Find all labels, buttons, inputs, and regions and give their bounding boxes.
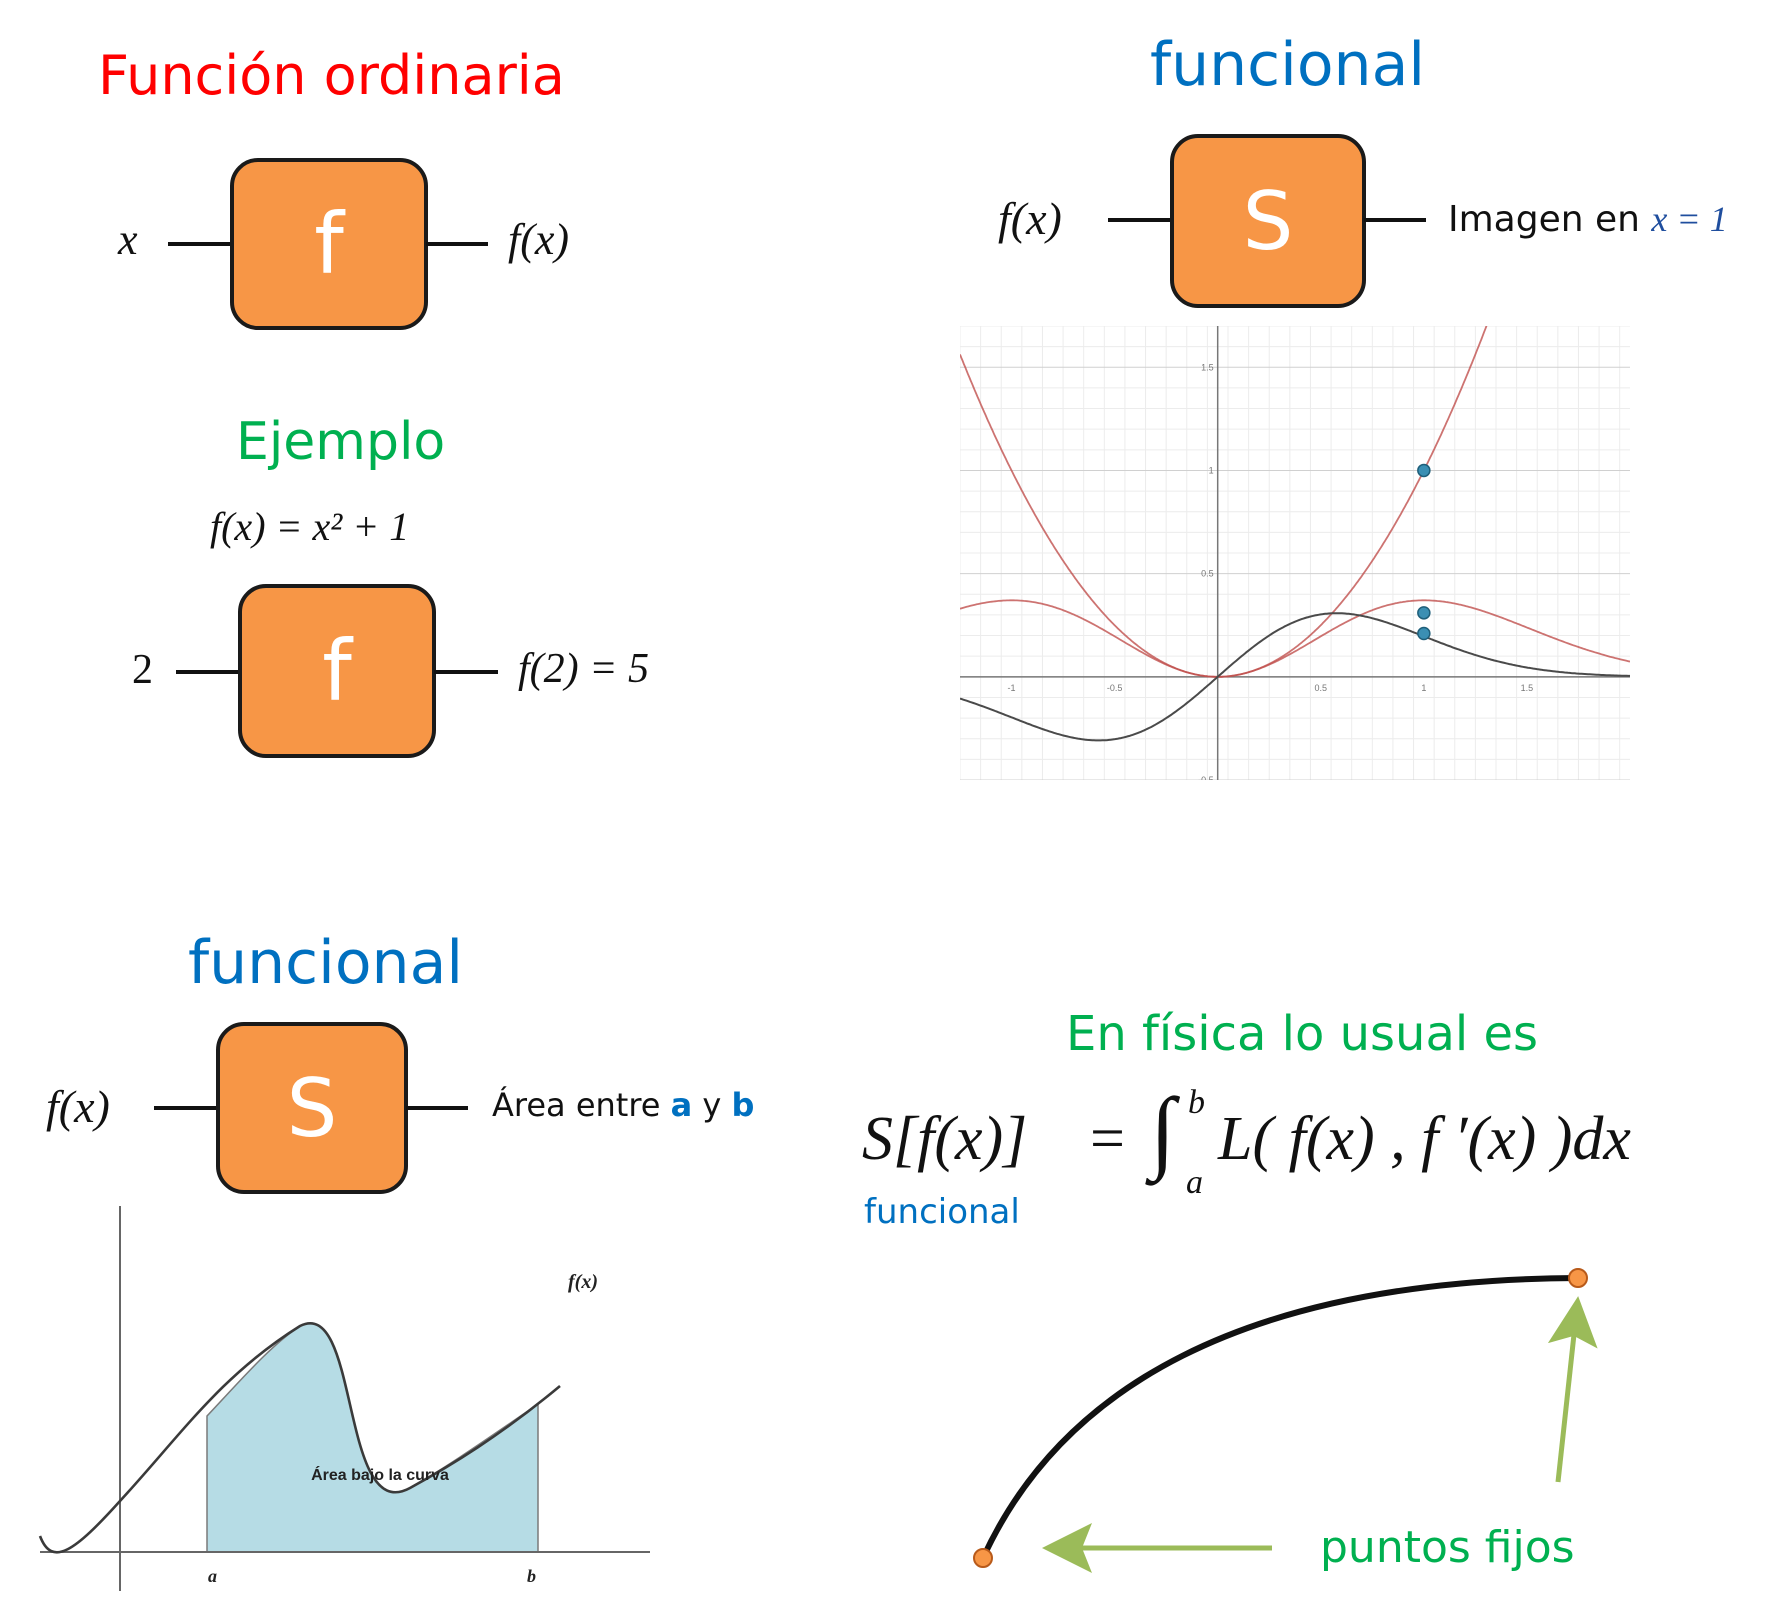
y-tick-label: 1 xyxy=(1209,465,1214,475)
example-input-label: 2 xyxy=(132,647,153,693)
example-formula: f(x) = x² + 1 xyxy=(210,504,410,549)
image-point xyxy=(1417,606,1431,620)
functional-output-wire xyxy=(1364,218,1426,222)
physics-title: En física lo usual es xyxy=(1066,1006,1539,1062)
functional-output-label: Imagen en x = 1 xyxy=(1448,198,1728,240)
integrand: L( f(x) , f ′(x) )dx xyxy=(1218,1105,1631,1173)
output-fx-label: f(x) xyxy=(508,215,570,264)
area-b-label: b xyxy=(731,1086,755,1124)
example-output-wire xyxy=(434,670,498,674)
graph-points xyxy=(1417,463,1431,641)
functional-title-bottom: funcional xyxy=(188,928,464,998)
functional-output-math: x = 1 xyxy=(1651,199,1728,239)
fixed-point-end xyxy=(1568,1268,1588,1288)
functional-input-label: f(x) xyxy=(998,193,1062,244)
x-tick-label: 1.5 xyxy=(1521,683,1534,693)
area-a-label: a xyxy=(670,1086,693,1124)
output-wire xyxy=(426,242,488,246)
area-y-label: y xyxy=(692,1086,732,1124)
functional-box-s: S xyxy=(1170,134,1366,308)
path-curve xyxy=(980,1275,1581,1561)
area-output-label: Área entre a y b xyxy=(492,1086,754,1124)
area-graph: f(x) Área bajo la curva a b xyxy=(38,1206,650,1591)
ordinary-function-title: Función ordinaria xyxy=(98,44,565,107)
tick-b: b xyxy=(527,1566,536,1586)
x-tick-label: 0.5 xyxy=(1315,683,1328,693)
bump-curve xyxy=(960,599,1630,678)
fixed-point-start xyxy=(973,1548,993,1568)
integral-lower: a xyxy=(1186,1164,1203,1201)
graph-grid xyxy=(960,326,1630,780)
graph-axes xyxy=(960,326,1630,780)
functional-box-label: S xyxy=(1242,174,1294,268)
arrow-to-end xyxy=(1547,1296,1598,1483)
area-input-wire xyxy=(154,1106,218,1110)
area-label: Área bajo la curva xyxy=(311,1465,449,1484)
area-functional-box-s: S xyxy=(216,1022,408,1194)
formula-equals: = xyxy=(1090,1105,1125,1173)
functional-graph: -1 -0.5 0.5 1 1.5 1.5 1 0.5 -0.5 xyxy=(960,326,1630,780)
path-diagram: puntos fijos xyxy=(973,1268,1598,1573)
example-function-box-label: f xyxy=(322,622,352,720)
function-box-f: f xyxy=(230,158,428,330)
function-box-label: f xyxy=(314,195,344,293)
curve-label: f(x) xyxy=(568,1271,598,1293)
area-input-label: f(x) xyxy=(46,1081,110,1132)
functional-caption: funcional xyxy=(864,1192,1020,1232)
y-tick-label: 0.5 xyxy=(1201,569,1214,579)
functional-title-top: funcional xyxy=(1150,30,1426,100)
integral-sign: ∫ xyxy=(1150,1079,1176,1181)
functional-output-prefix: Imagen en xyxy=(1448,199,1652,240)
area-output-prefix: Área entre xyxy=(492,1086,671,1124)
image-point xyxy=(1417,463,1431,478)
y-tick-label: 1.5 xyxy=(1201,362,1214,372)
tick-a: a xyxy=(208,1566,217,1586)
graph-tick-labels: -1 -0.5 0.5 1 1.5 1.5 1 0.5 -0.5 xyxy=(1008,362,1534,780)
action-formula-lhs: S[f(x)] xyxy=(862,1105,1028,1173)
y-tick-label: -0.5 xyxy=(1198,775,1214,780)
image-point xyxy=(1417,626,1431,641)
x-tick-label: -1 xyxy=(1008,683,1016,693)
fixed-points-label: puntos fijos xyxy=(1320,1522,1575,1573)
area-output-wire xyxy=(406,1106,468,1110)
input-x-label: x xyxy=(118,215,138,264)
wave-curve xyxy=(960,612,1630,742)
functional-input-wire xyxy=(1108,218,1172,222)
integral-upper: b xyxy=(1188,1084,1205,1121)
example-function-box-f: f xyxy=(238,584,436,758)
x-tick-label: 1 xyxy=(1421,683,1426,693)
example-output-label: f(2) = 5 xyxy=(518,646,649,692)
f-curve xyxy=(38,1322,561,1554)
x-tick-label: -0.5 xyxy=(1107,683,1123,693)
input-wire xyxy=(168,242,232,246)
example-input-wire xyxy=(176,670,240,674)
area-functional-box-label: S xyxy=(286,1061,338,1155)
example-title: Ejemplo xyxy=(236,412,446,472)
